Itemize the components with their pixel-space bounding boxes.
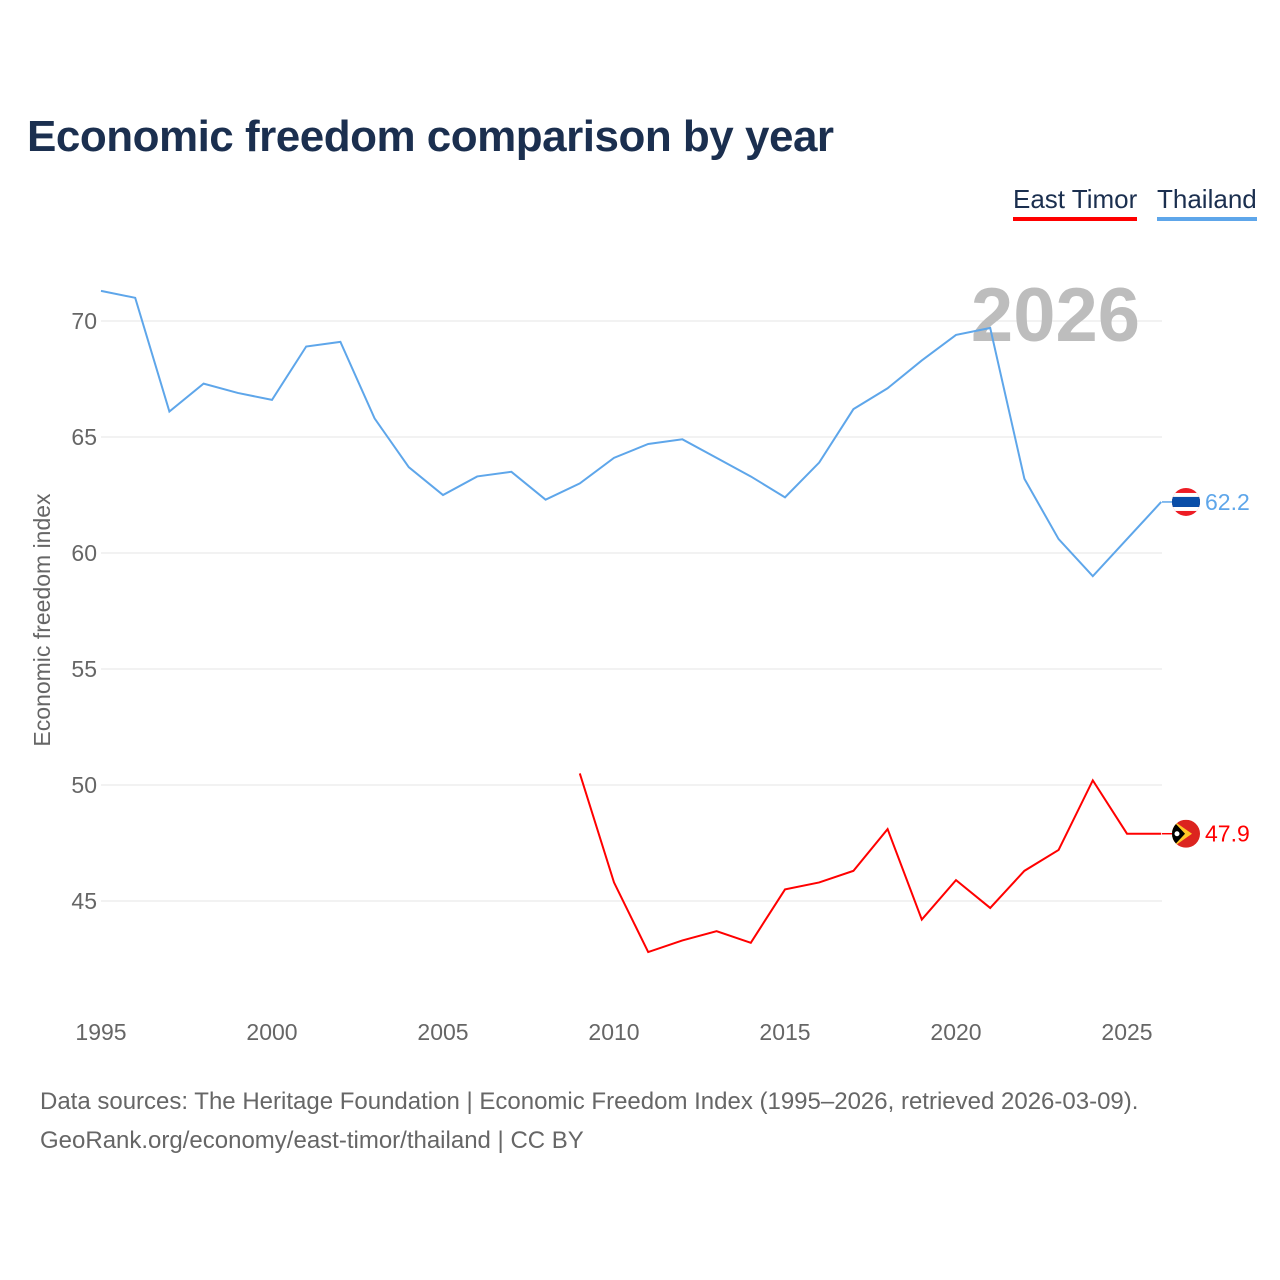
data-point[interactable] [715, 456, 719, 460]
data-point[interactable] [920, 358, 924, 362]
x-tick-label: 1995 [75, 1019, 126, 1045]
y-tick-label: 45 [71, 888, 97, 914]
x-tick-label: 2015 [759, 1019, 810, 1045]
x-tick-label: 2005 [417, 1019, 468, 1045]
data-point[interactable] [886, 827, 890, 831]
data-point[interactable] [475, 474, 479, 478]
data-point[interactable] [1125, 537, 1129, 541]
data-point[interactable] [1091, 778, 1095, 782]
data-point[interactable] [954, 333, 958, 337]
data-point[interactable] [715, 929, 719, 933]
x-tick-label: 2010 [588, 1019, 639, 1045]
data-point[interactable] [236, 391, 240, 395]
data-point[interactable] [1057, 848, 1061, 852]
data-point[interactable] [886, 386, 890, 390]
thailand-flag-icon [1172, 487, 1200, 516]
y-tick-label: 50 [71, 772, 97, 798]
y-tick-label: 55 [71, 656, 97, 682]
legend-east-timor[interactable]: East Timor [1013, 184, 1138, 221]
data-point[interactable] [1022, 477, 1026, 481]
data-point[interactable] [646, 442, 650, 446]
data-point[interactable] [1125, 832, 1129, 836]
data-point[interactable] [338, 340, 342, 344]
data-point[interactable] [612, 456, 616, 460]
data-point[interactable] [680, 938, 684, 942]
data-point[interactable] [988, 326, 992, 330]
data-point[interactable] [954, 878, 958, 882]
footer-sources: Data sources: The Heritage Foundation | … [40, 1088, 1139, 1115]
end-value-label: 62.2 [1205, 489, 1250, 515]
series-line-east-timor[interactable] [578, 773, 1162, 954]
chart-title: Economic freedom comparison by year [27, 112, 834, 161]
data-point[interactable] [578, 771, 582, 775]
x-tick-label: 2020 [930, 1019, 981, 1045]
data-point[interactable] [133, 296, 137, 300]
data-point[interactable] [612, 880, 616, 884]
year-watermark: 2026 [971, 273, 1140, 358]
y-tick-label: 65 [71, 424, 97, 450]
data-point[interactable] [817, 880, 821, 884]
data-point[interactable] [373, 416, 377, 420]
data-point[interactable] [783, 887, 787, 891]
data-point[interactable] [509, 470, 513, 474]
y-axis-label: Economic freedom index [29, 493, 55, 747]
data-point[interactable] [851, 869, 855, 873]
end-value-label: 47.9 [1205, 821, 1250, 847]
data-point[interactable] [920, 918, 924, 922]
data-point[interactable] [749, 941, 753, 945]
data-point[interactable] [99, 289, 103, 293]
data-point[interactable] [988, 906, 992, 910]
data-point[interactable] [544, 498, 548, 502]
data-point[interactable] [749, 474, 753, 478]
x-tick-label: 2000 [246, 1019, 297, 1045]
data-point[interactable] [202, 382, 206, 386]
data-point[interactable] [680, 437, 684, 441]
y-tick-label: 60 [71, 540, 97, 566]
y-tick-label: 70 [71, 308, 97, 334]
data-point[interactable] [646, 950, 650, 954]
data-point[interactable] [1022, 869, 1026, 873]
data-point[interactable] [270, 398, 274, 402]
data-point[interactable] [783, 495, 787, 499]
data-point[interactable] [441, 493, 445, 497]
east-timor-flag-icon [1172, 819, 1200, 848]
data-point[interactable] [817, 461, 821, 465]
data-point[interactable] [578, 481, 582, 485]
footer-link[interactable]: GeoRank.org/economy/east-timor/thailand … [40, 1127, 584, 1154]
x-tick-label: 2025 [1101, 1019, 1152, 1045]
data-point[interactable] [167, 409, 171, 413]
data-point[interactable] [1091, 574, 1095, 578]
data-point[interactable] [304, 345, 308, 349]
data-point[interactable] [407, 465, 411, 469]
legend-thailand[interactable]: Thailand [1157, 184, 1257, 221]
data-point[interactable] [1057, 537, 1061, 541]
series-line-thailand[interactable] [100, 289, 1162, 578]
data-point[interactable] [851, 407, 855, 411]
